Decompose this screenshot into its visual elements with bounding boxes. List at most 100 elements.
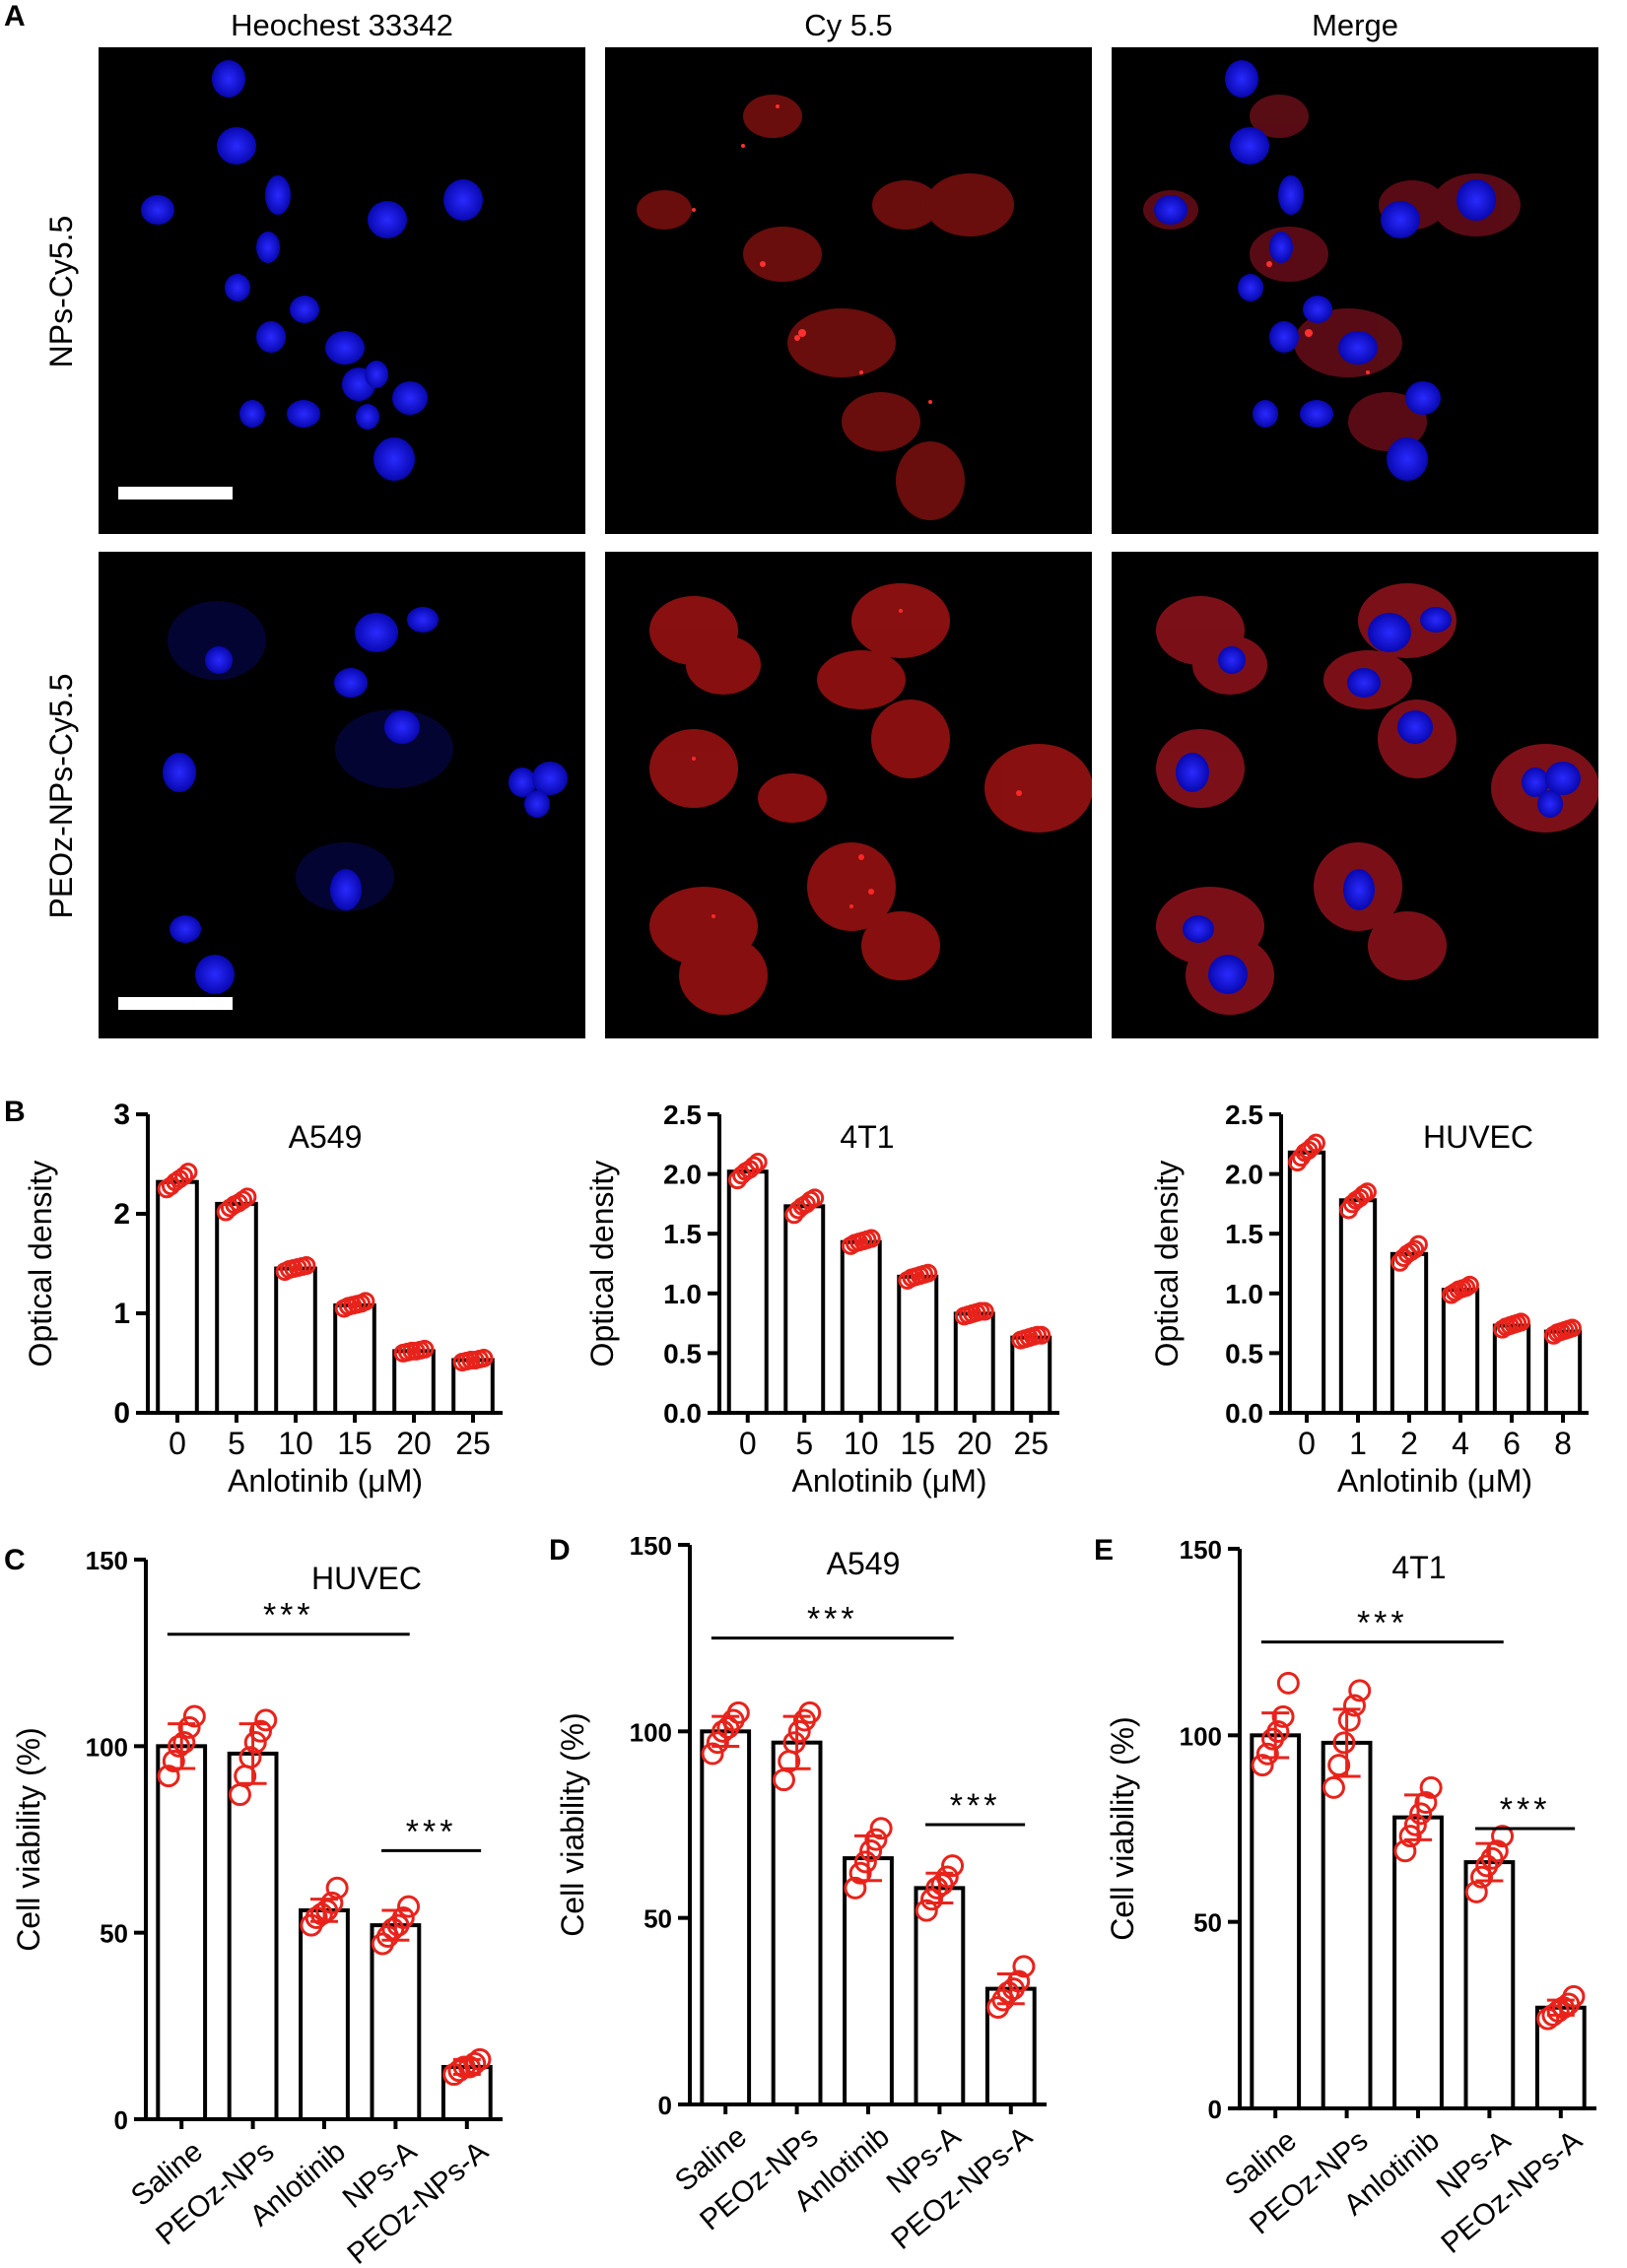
x-tick-label: 8 bbox=[1554, 1426, 1572, 1461]
data-point bbox=[238, 1746, 262, 1769]
data-point bbox=[1419, 1775, 1443, 1799]
data-point bbox=[1405, 1239, 1425, 1259]
y-tick-label: 0 bbox=[1208, 2095, 1222, 2124]
bar bbox=[1338, 1198, 1378, 1416]
data-point bbox=[237, 1187, 257, 1207]
bar bbox=[700, 1729, 752, 2107]
data-point bbox=[864, 1828, 888, 1851]
chart-title: 4T1 bbox=[1391, 1550, 1446, 1585]
data-point bbox=[1342, 1694, 1366, 1717]
x-tick-label: 5 bbox=[228, 1426, 245, 1461]
y-tick-label: 0.5 bbox=[663, 1338, 702, 1368]
chart-title: HUVEC bbox=[311, 1561, 422, 1596]
y-tick-label: 2.5 bbox=[663, 1100, 702, 1130]
data-point bbox=[182, 1704, 206, 1728]
data-point bbox=[859, 1839, 883, 1863]
bar bbox=[1321, 1740, 1373, 2110]
y-tick-label: 50 bbox=[1193, 1908, 1222, 1938]
y-tick-label: 100 bbox=[630, 1717, 672, 1747]
x-tick-label: 0 bbox=[1298, 1426, 1316, 1461]
data-point bbox=[1409, 1802, 1433, 1826]
data-point bbox=[1012, 1955, 1036, 1978]
column-header-cy55: Cy 5.5 bbox=[804, 8, 893, 42]
y-axis-label: Cell viability (%) bbox=[1105, 1716, 1140, 1941]
bar bbox=[843, 1856, 894, 2106]
data-point bbox=[1348, 1679, 1372, 1702]
data-point bbox=[701, 1742, 724, 1766]
x-tick-label: 2 bbox=[1400, 1426, 1418, 1461]
y-tick-label: 50 bbox=[100, 1919, 128, 1949]
data-point bbox=[726, 1701, 750, 1724]
data-point bbox=[1562, 1318, 1582, 1338]
y-tick-label: 150 bbox=[1180, 1535, 1222, 1565]
data-point bbox=[1276, 1671, 1300, 1695]
bar bbox=[897, 1274, 939, 1416]
data-point bbox=[920, 1888, 944, 1911]
data-point bbox=[798, 1701, 822, 1724]
y-tick-label: 0 bbox=[658, 2091, 672, 2120]
micrograph-peoz-cy55-image bbox=[649, 583, 1092, 1015]
data-point bbox=[1562, 1984, 1586, 2008]
bar bbox=[1534, 2005, 1587, 2111]
chart-c: HUVEC050100150SalinePEOz-NPsAnlotinibNPs… bbox=[11, 1546, 503, 2268]
significance-label: *** bbox=[1500, 1791, 1551, 1829]
y-tick-label: 2.0 bbox=[663, 1160, 702, 1190]
x-tick-label: 4 bbox=[1452, 1426, 1469, 1461]
data-point bbox=[391, 1906, 415, 1930]
x-tick-label: 6 bbox=[1503, 1426, 1521, 1461]
micrograph-nps-merge bbox=[1112, 47, 1598, 534]
bar bbox=[156, 1744, 208, 2122]
y-axis-label: Optical density bbox=[1149, 1161, 1185, 1367]
data-point bbox=[320, 1891, 344, 1914]
y-tick-label: 1.5 bbox=[1225, 1219, 1263, 1249]
x-axis-label: Anlotinib (μM) bbox=[228, 1463, 423, 1499]
data-point bbox=[174, 1167, 194, 1186]
data-point bbox=[1393, 1839, 1417, 1863]
data-point bbox=[853, 1850, 877, 1874]
data-point bbox=[297, 1256, 316, 1276]
chart-b2: 4T1 0.0 0.5 1.0 1.5 2.0 2.5 0 5 10 15 20 25 Anlotinib… bbox=[584, 1100, 1059, 1499]
bar bbox=[953, 1311, 995, 1416]
x-tick-label: 5 bbox=[795, 1426, 813, 1461]
significance-label: *** bbox=[1357, 1605, 1408, 1642]
data-point bbox=[805, 1188, 825, 1208]
data-point bbox=[941, 1854, 965, 1878]
data-point bbox=[844, 1876, 867, 1900]
bar bbox=[1287, 1150, 1326, 1416]
data-point bbox=[1007, 1969, 1031, 1993]
data-point bbox=[1251, 1754, 1274, 1777]
panel-label-b: B bbox=[4, 1096, 26, 1128]
y-tick-label: 0 bbox=[114, 2105, 128, 2135]
data-point bbox=[975, 1301, 994, 1321]
data-point bbox=[935, 1865, 959, 1889]
bar bbox=[1441, 1288, 1480, 1415]
column-header-merge: Merge bbox=[1312, 8, 1398, 42]
chart-b3: HUVEC 0.0 0.5 1.0 1.5 2.0 2.5 0 1 2 4 6 8 Anlotinib (… bbox=[1149, 1100, 1589, 1499]
data-point bbox=[178, 1163, 198, 1182]
x-tick-label: 20 bbox=[957, 1426, 992, 1461]
micrograph-nps-merge-image bbox=[1143, 60, 1521, 481]
data-point bbox=[861, 1229, 881, 1248]
data-point bbox=[172, 1731, 196, 1755]
data-point bbox=[706, 1731, 729, 1755]
scale-bar-top bbox=[118, 487, 233, 500]
data-point bbox=[397, 1895, 421, 1918]
data-point bbox=[1408, 1234, 1428, 1254]
y-tick-label: 1 bbox=[113, 1298, 130, 1330]
micrograph-peoz-hoechst bbox=[99, 552, 585, 1038]
y-tick-label: 100 bbox=[1180, 1721, 1222, 1751]
micrograph-peoz-hoechst-image bbox=[163, 601, 568, 994]
x-tick-label: 1 bbox=[1349, 1426, 1367, 1461]
bar bbox=[1390, 1251, 1429, 1415]
data-point bbox=[248, 1719, 272, 1743]
bar bbox=[726, 1169, 769, 1416]
bar bbox=[227, 1751, 279, 2121]
y-tick-label: 1.0 bbox=[1225, 1279, 1263, 1309]
bar bbox=[783, 1204, 826, 1415]
data-point bbox=[468, 2047, 492, 2071]
significance-label: *** bbox=[950, 1787, 1001, 1825]
chart-title: A549 bbox=[289, 1119, 363, 1155]
data-point bbox=[1398, 1825, 1422, 1848]
y-tick-label: 100 bbox=[86, 1732, 128, 1762]
